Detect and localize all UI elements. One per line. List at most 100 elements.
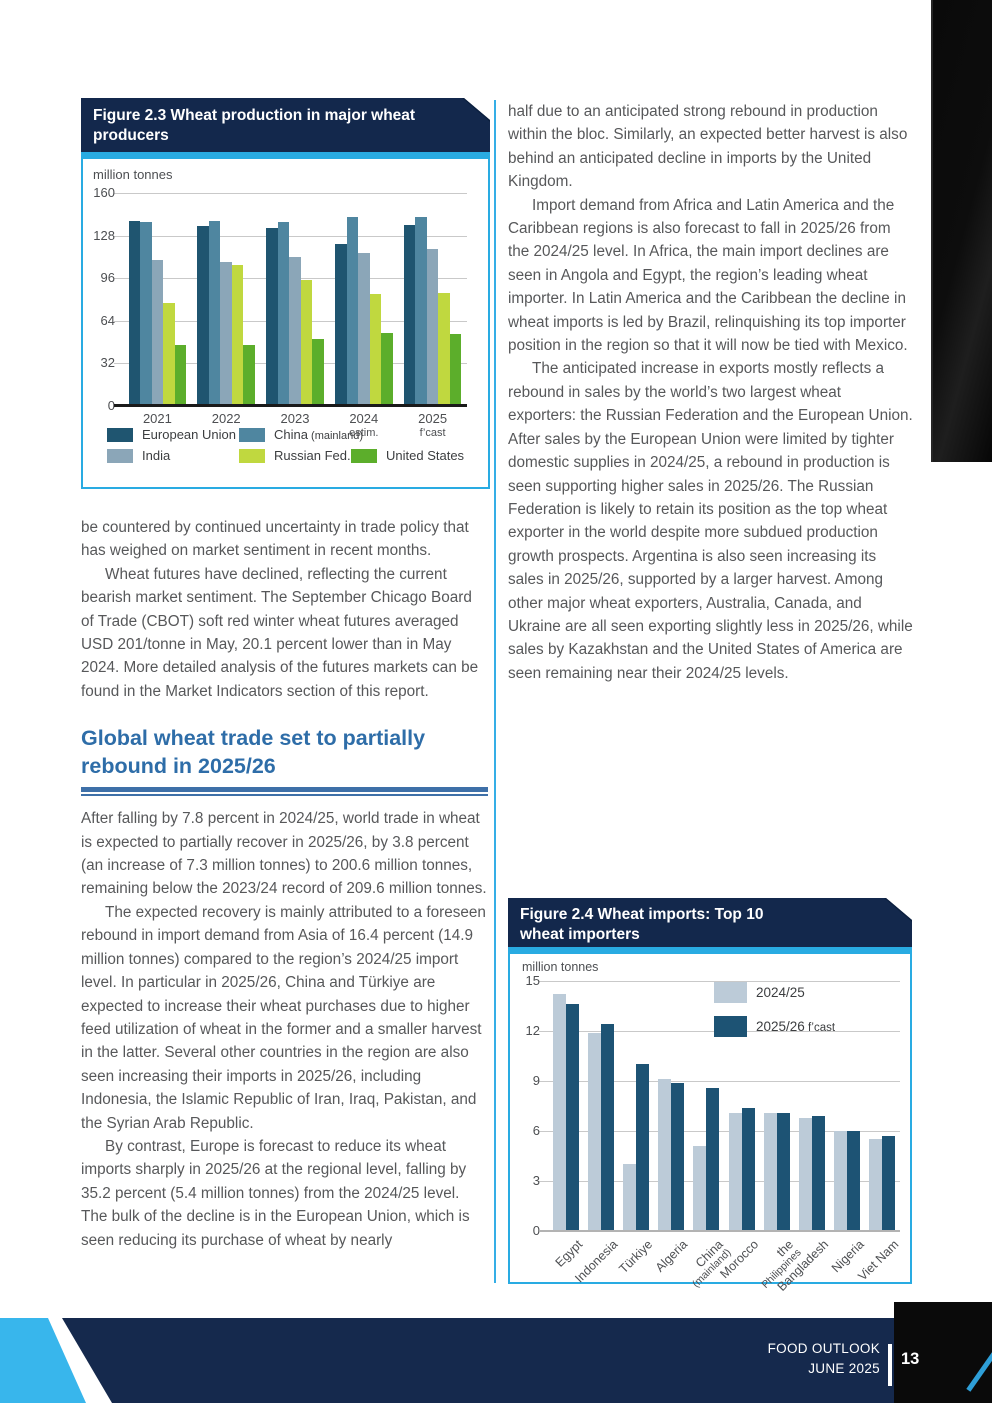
figure-2-3-plot: 0 32 64 96 128 160 2021 2022 2023 2024 estim. 2025 f… [93, 185, 467, 439]
figure-2-4-chart-area: million tonnes 0 3 6 9 12 15 Egypt Indonesia Tür… [508, 954, 912, 1294]
bar [834, 1131, 848, 1231]
y-axis-tick-label: 9 [532, 1073, 540, 1088]
y-axis-tick-label: 3 [532, 1173, 540, 1188]
bar-group [398, 193, 467, 406]
legend-label: Russian Fed. [274, 448, 351, 463]
x-axis-label: 2022 [211, 411, 241, 426]
legend-swatch [714, 1016, 747, 1037]
bar-group [724, 981, 759, 1231]
bar [811, 1116, 825, 1231]
bar-group [865, 981, 900, 1231]
footer-blue-streak [966, 1341, 992, 1392]
bar [140, 222, 152, 406]
y-axis-tick-label: 128 [93, 227, 115, 243]
paragraph: By contrast, Europe is forecast to reduc… [81, 1137, 470, 1249]
figure-2-4-plot: 0 3 6 9 12 15 Egypt Indonesia Türkiye Algeria Chin… [526, 973, 902, 1294]
paragraph: half due to an anticipated strong reboun… [508, 103, 908, 191]
legend-label: India [142, 448, 170, 463]
y-axis-tick-label: 32 [100, 355, 115, 371]
right-edge-black-band [931, 0, 992, 462]
footer-publication-info: FOOD OUTLOOK JUNE 2025 [640, 1339, 880, 1378]
bar [693, 1146, 707, 1231]
legend-swatch [239, 427, 265, 442]
footer-band [62, 1318, 992, 1403]
figure-2-4-accent-bar [508, 947, 912, 954]
legend-label-main: China [274, 427, 308, 442]
legend-swatch [107, 448, 133, 463]
page-number: 13 [901, 1350, 920, 1368]
y-axis-tick-label: 6 [532, 1123, 540, 1138]
grid-line [114, 193, 467, 194]
legend-label-main: 2024/25 [756, 985, 805, 1000]
bar [622, 1164, 636, 1231]
y-axis-tick-label: 64 [100, 312, 115, 328]
y-axis-tick-label: 12 [525, 1023, 540, 1038]
bar [776, 1113, 790, 1231]
legend-item: India [107, 448, 170, 463]
bar [335, 244, 347, 406]
bar [882, 1136, 896, 1231]
figure-2-3-title-line2: producers [93, 127, 169, 144]
bar-group [794, 981, 829, 1231]
bar-group [123, 193, 192, 406]
footer-page-number-box [894, 1302, 992, 1403]
x-axis-label: Egypt [552, 1237, 585, 1270]
x-axis-label: 2023 [280, 411, 310, 426]
x-axis-sublabel: estim. [349, 427, 379, 439]
figure-2-3-header: Figure 2.3 Wheat production in major whe… [81, 98, 490, 152]
legend-label: China (mainland) [274, 427, 363, 442]
bar [381, 333, 393, 406]
x-axis-label-line1: Egypt [552, 1237, 585, 1270]
paragraph: The anticipated increase in exports most… [508, 360, 913, 682]
grid-line [539, 981, 900, 982]
bar [346, 217, 359, 406]
bar [220, 262, 232, 406]
x-axis-sublabel: f’cast [419, 427, 446, 439]
bar [163, 303, 175, 406]
figure-2-3-y-axis-title: million tonnes [93, 167, 173, 182]
legend-swatch [107, 427, 133, 442]
bar [243, 345, 255, 406]
bar-group [548, 981, 583, 1231]
bar [728, 1113, 742, 1231]
bar [197, 226, 209, 406]
left-text-column: be countered by continued uncertainty in… [81, 516, 488, 1252]
figure-2-3-chart-area: million tonnes 0 32 64 96 128 160 2021 2022 2023… [81, 159, 490, 489]
bar [565, 1004, 579, 1231]
bar [438, 293, 450, 406]
bar [600, 1024, 614, 1231]
paragraph: The expected recovery is mainly attribut… [81, 903, 486, 1132]
bar [741, 1108, 755, 1231]
bar-group [654, 981, 689, 1231]
figure-2-3-box: Figure 2.3 Wheat production in major whe… [81, 98, 490, 489]
grid-line [539, 1181, 900, 1182]
legend-item: European Union [107, 427, 236, 442]
bar-group [759, 981, 794, 1231]
x-axis-label: 2024 estim. [329, 412, 398, 440]
bar [552, 994, 566, 1231]
bar [174, 345, 187, 406]
bar-group [329, 193, 398, 406]
figure-2-4-title-line1: Figure 2.4 Wheat imports: Top 10 [520, 906, 764, 923]
section-heading: Global wheat trade set to partially rebo… [81, 726, 426, 778]
bar-group [618, 981, 653, 1231]
bar [847, 1131, 861, 1231]
bar-group [192, 193, 261, 406]
legend-swatch [239, 448, 265, 463]
bar [635, 1064, 649, 1231]
legend-label-main: United States [386, 448, 465, 463]
legend-item: China (mainland) [239, 427, 363, 442]
figure-2-4-box: Figure 2.4 Wheat imports: Top 10 wheat i… [508, 898, 912, 1294]
bar [798, 1118, 812, 1231]
footer-publication: FOOD OUTLOOK [767, 1341, 880, 1356]
figure-2-4-title-line2: wheat importers [520, 926, 640, 943]
y-axis-tick-label: 160 [93, 185, 115, 200]
legend-label-sub: f’cast [804, 1022, 836, 1034]
legend-item: Russian Fed. [239, 448, 351, 463]
x-axis-label: 2025 f’cast [398, 412, 467, 440]
y-axis-tick-label: 15 [525, 973, 540, 988]
bar [869, 1139, 883, 1231]
paragraph: Import demand from Africa and Latin Amer… [508, 196, 908, 355]
paragraph: be countered by continued uncertainty in… [81, 519, 469, 560]
